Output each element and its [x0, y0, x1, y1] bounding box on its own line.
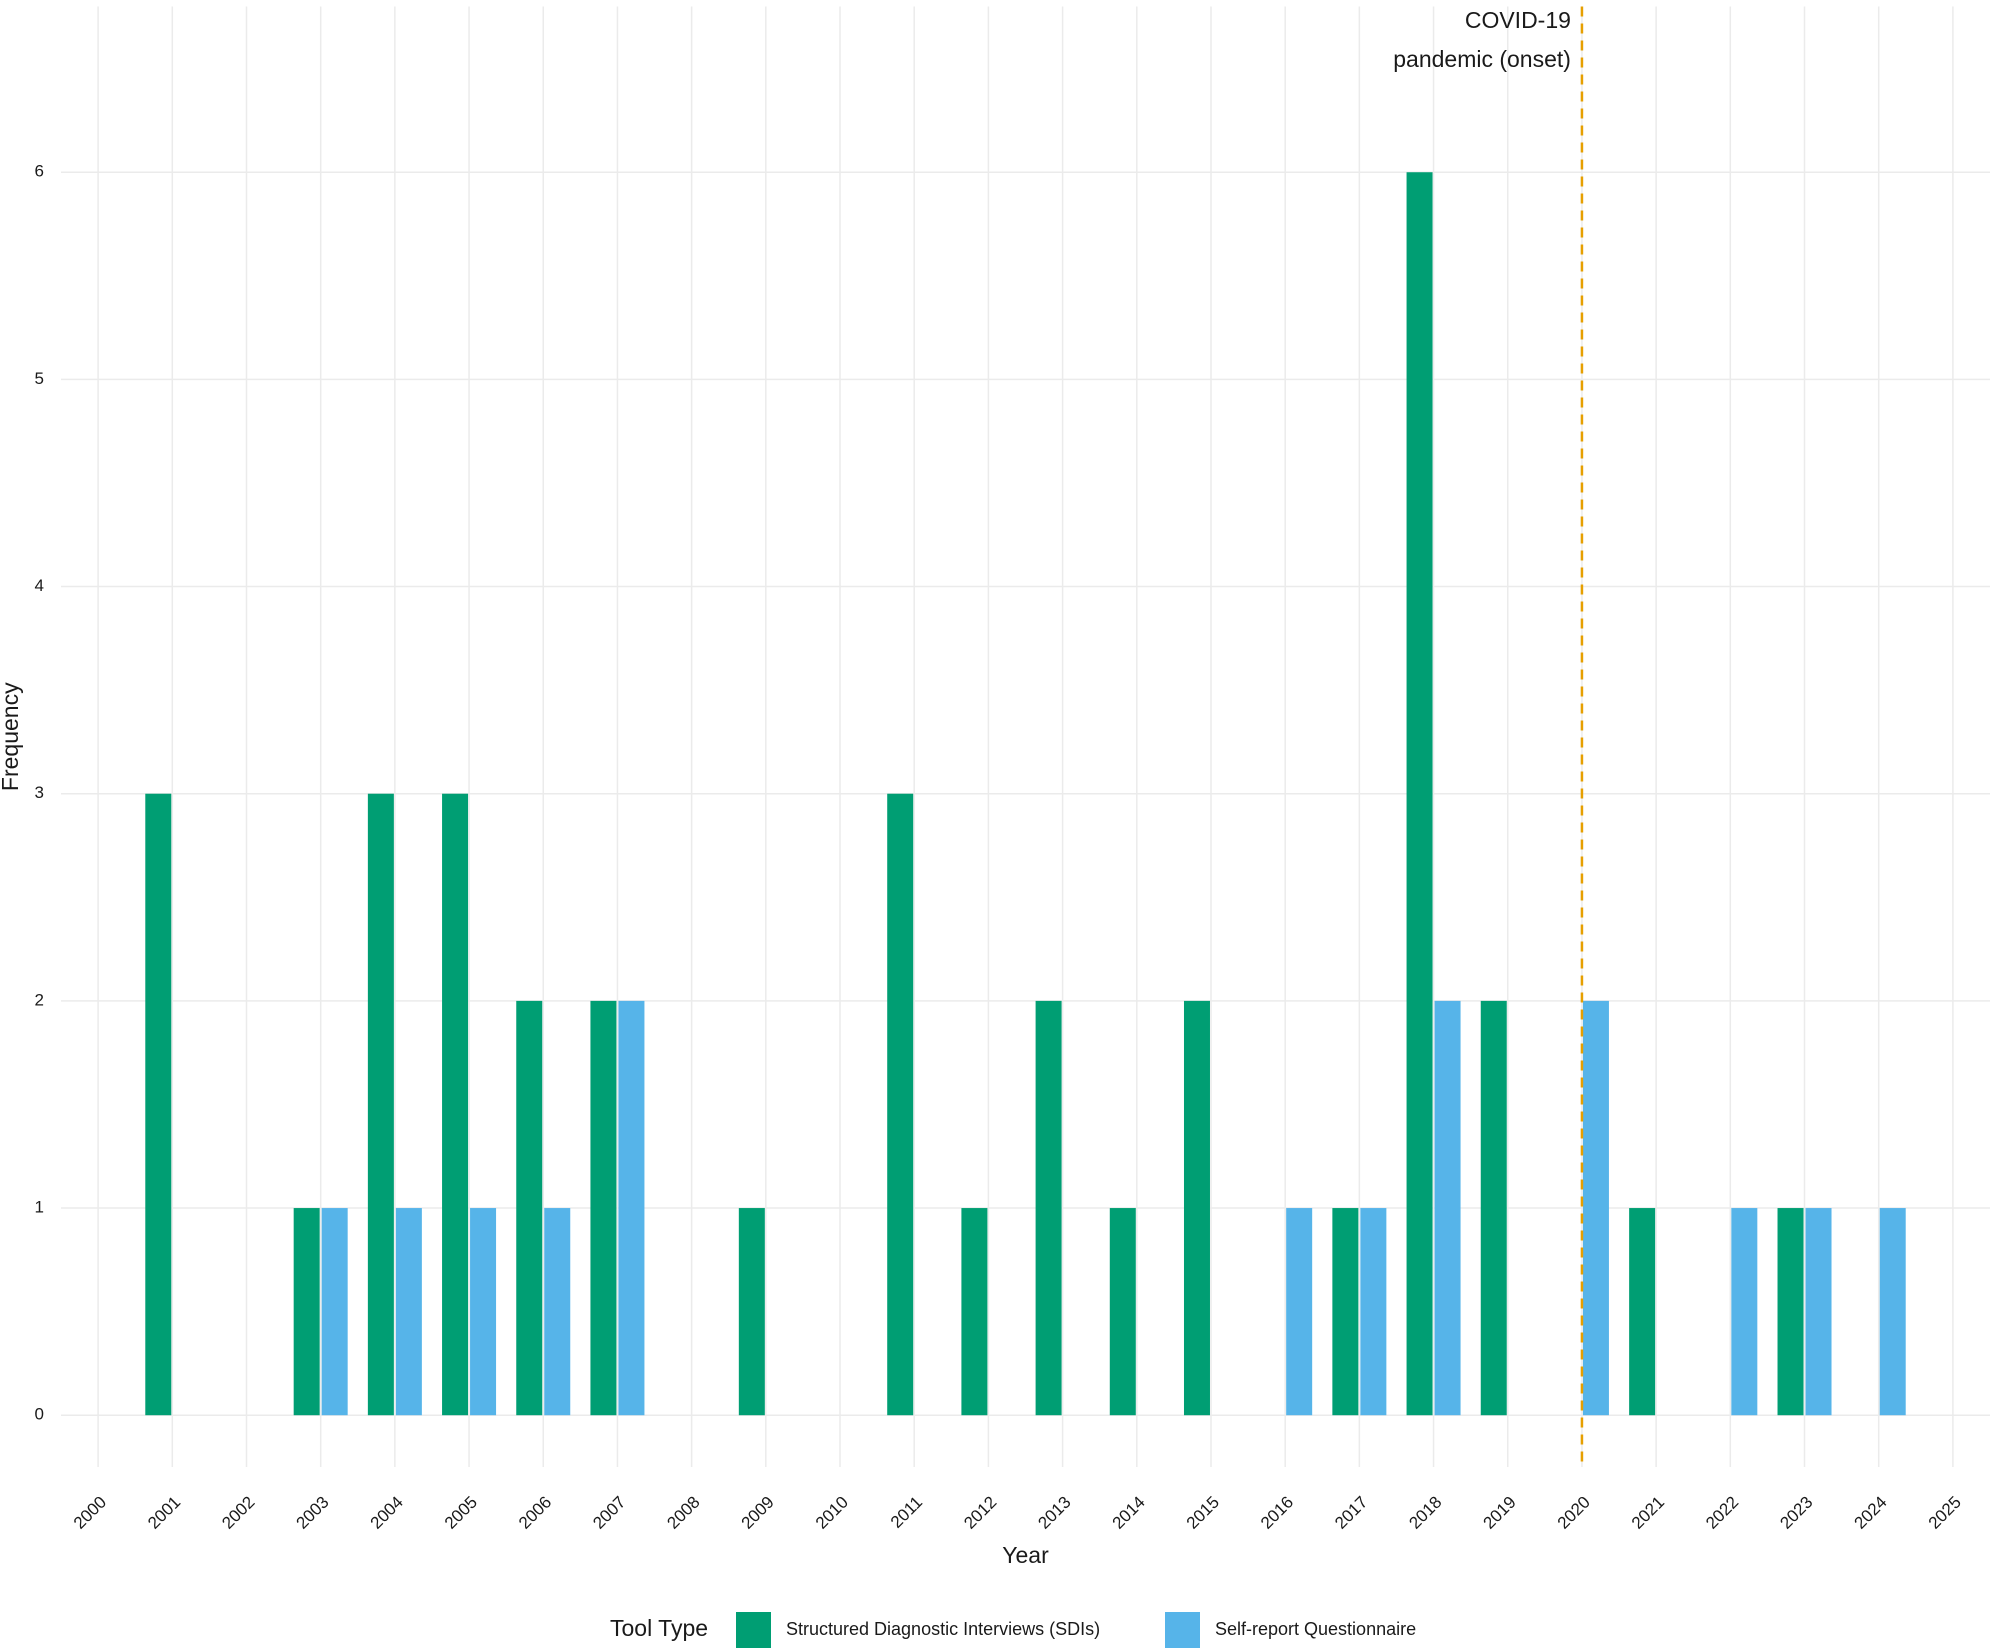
bar — [321, 1208, 348, 1416]
bar — [1360, 1208, 1387, 1416]
x-tick-label: 2024 — [1851, 1493, 1891, 1533]
bar — [1183, 1000, 1210, 1416]
bar — [516, 1000, 543, 1416]
x-tick-label: 2021 — [1628, 1493, 1668, 1533]
bar — [1629, 1208, 1656, 1416]
bar — [887, 793, 914, 1416]
x-tick-label: 2000 — [70, 1493, 110, 1533]
bar — [1805, 1208, 1832, 1416]
bar — [544, 1208, 571, 1416]
bar — [1879, 1208, 1906, 1416]
y-tick-label: 1 — [35, 1198, 44, 1217]
y-tick-label: 2 — [35, 990, 44, 1009]
bar — [293, 1208, 320, 1416]
x-tick-label: 2016 — [1257, 1493, 1297, 1533]
bar — [1406, 172, 1433, 1416]
bar — [1035, 1000, 1062, 1416]
bar — [470, 1208, 497, 1416]
x-tick-label: 2006 — [515, 1493, 555, 1533]
x-tick-label: 2018 — [1405, 1493, 1445, 1533]
x-tick-label: 2025 — [1925, 1493, 1965, 1533]
bar — [1582, 1000, 1609, 1416]
x-tick-label: 2008 — [663, 1493, 703, 1533]
y-tick-label: 0 — [35, 1405, 44, 1424]
x-tick-label: 2023 — [1776, 1493, 1816, 1533]
bar — [618, 1000, 645, 1416]
bar — [738, 1208, 765, 1416]
x-tick-label: 2003 — [292, 1493, 332, 1533]
x-tick-label: 2020 — [1554, 1493, 1594, 1533]
bar — [1109, 1208, 1136, 1416]
x-tick-label: 2002 — [218, 1493, 258, 1533]
annotation: COVID-19 — [1465, 7, 1571, 33]
bar — [1731, 1208, 1758, 1416]
bar — [961, 1208, 988, 1416]
x-tick-label: 2015 — [1183, 1493, 1223, 1533]
bar — [367, 793, 394, 1416]
x-tick-label: 2014 — [1109, 1493, 1149, 1533]
bar — [1777, 1208, 1804, 1416]
bar — [590, 1000, 617, 1416]
bar — [1332, 1208, 1359, 1416]
y-tick-label: 5 — [35, 369, 44, 388]
legend-label: Structured Diagnostic Interviews (SDIs) — [786, 1619, 1100, 1639]
y-axis-title: Frequency — [0, 682, 23, 791]
legend-label: Self-report Questionnaire — [1215, 1619, 1416, 1639]
legend-swatch — [736, 1612, 771, 1648]
x-tick-label: 2013 — [1034, 1493, 1074, 1533]
x-tick-label: 2017 — [1331, 1493, 1371, 1533]
bar — [395, 1208, 422, 1416]
x-axis-title: Year — [1002, 1542, 1049, 1568]
x-tick-label: 2005 — [441, 1493, 481, 1533]
bar — [145, 793, 172, 1416]
y-tick-label: 3 — [35, 783, 44, 802]
annotation: pandemic (onset) — [1393, 46, 1571, 72]
x-tick-label: 2009 — [738, 1493, 778, 1533]
x-tick-label: 2004 — [367, 1493, 407, 1533]
legend-title: Tool Type — [610, 1615, 708, 1641]
y-tick-label: 4 — [35, 576, 44, 595]
x-tick-label: 2007 — [589, 1493, 629, 1533]
bar — [1434, 1000, 1461, 1416]
x-tick-label: 2019 — [1480, 1493, 1520, 1533]
x-tick-label: 2012 — [960, 1493, 1000, 1533]
x-tick-label: 2001 — [144, 1493, 184, 1533]
bar — [1286, 1208, 1313, 1416]
x-tick-label: 2022 — [1702, 1493, 1742, 1533]
x-tick-label: 2010 — [812, 1493, 852, 1533]
y-tick-label: 6 — [35, 162, 44, 181]
bar — [1480, 1000, 1507, 1416]
bar — [442, 793, 469, 1416]
x-tick-label: 2011 — [887, 1493, 926, 1532]
legend-swatch — [1165, 1612, 1200, 1648]
